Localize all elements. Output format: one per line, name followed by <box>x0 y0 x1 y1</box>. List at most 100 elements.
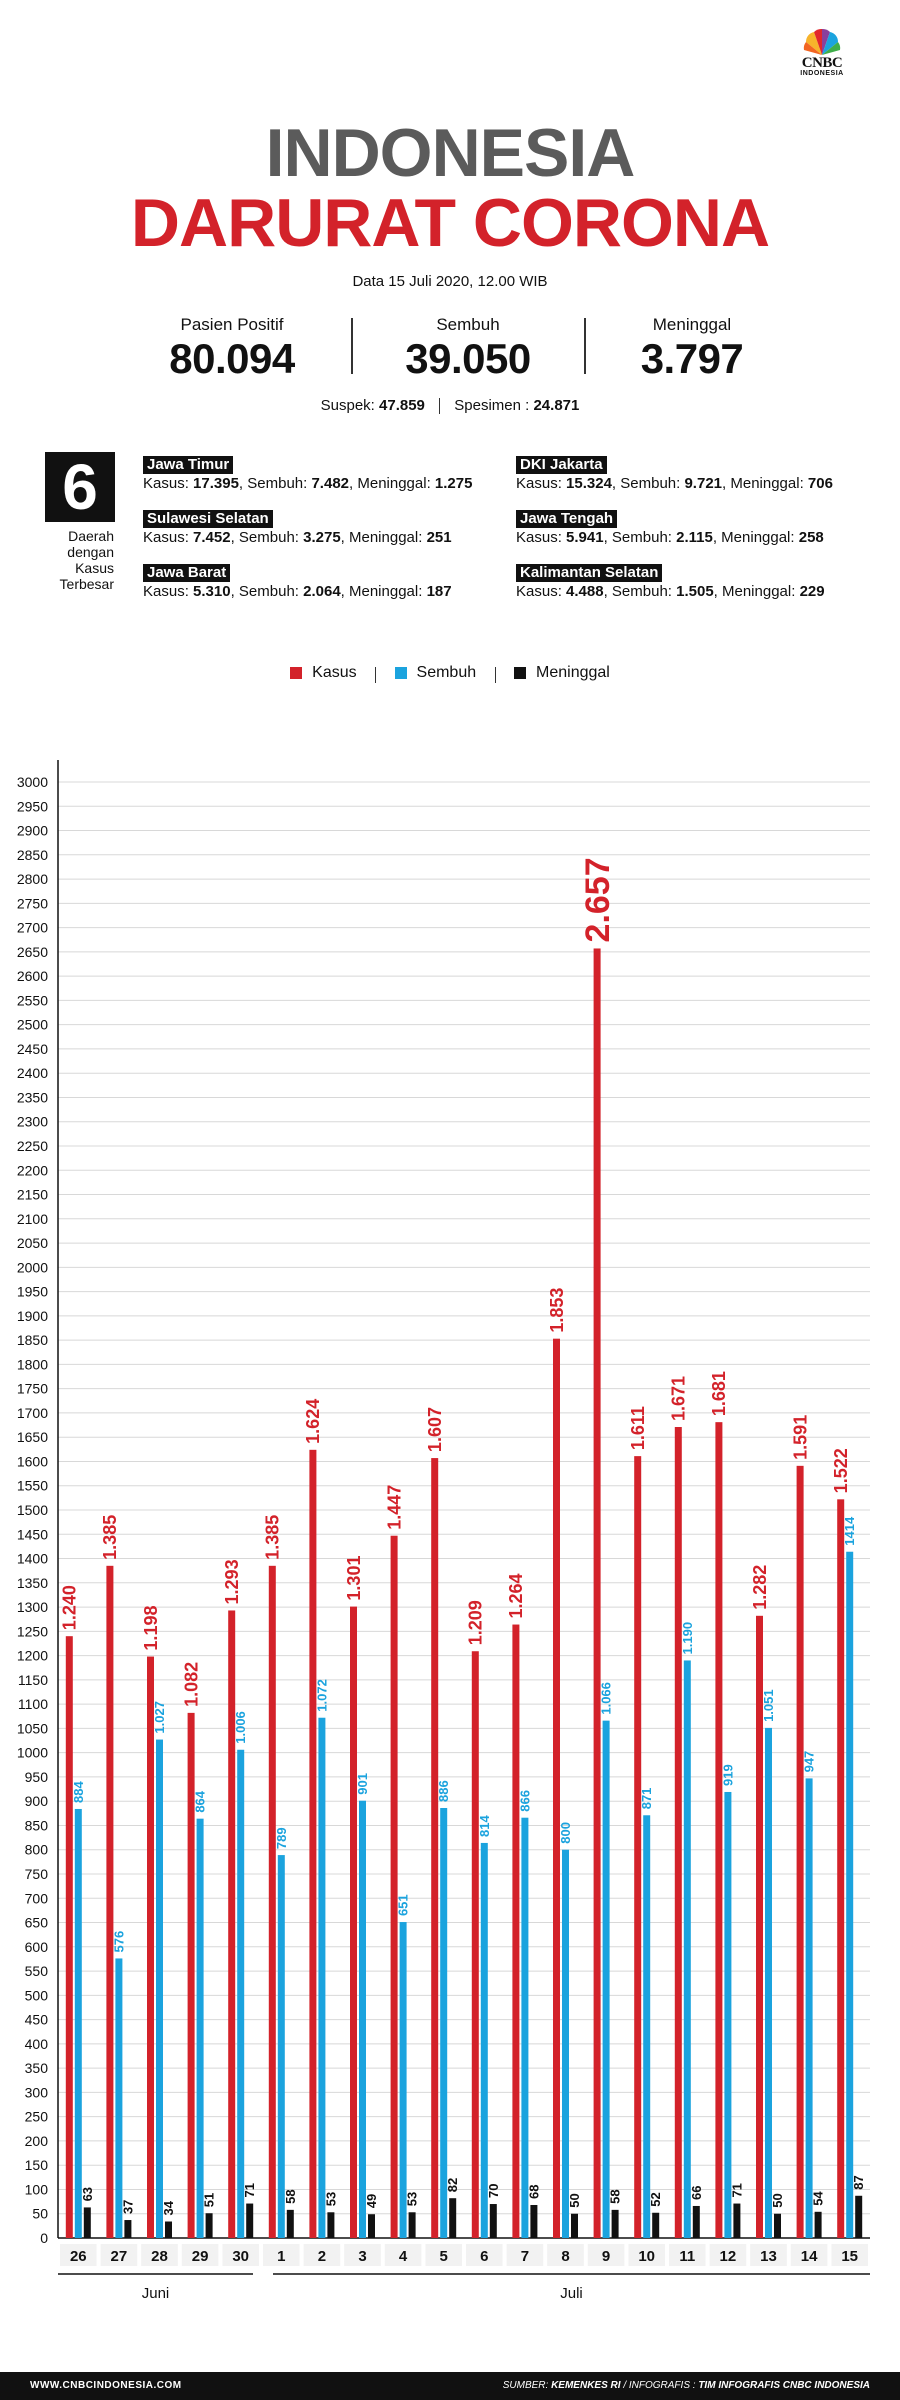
x-tick-box <box>831 2244 868 2266</box>
x-tick-label: 8 <box>561 2248 569 2265</box>
bar-kasus <box>106 1565 114 2238</box>
x-tick-box <box>547 2244 584 2266</box>
region-stats: Kasus: 15.324, Sembuh: 9.721, Meninggal:… <box>516 475 833 492</box>
y-tick-label: 1550 <box>17 1478 48 1494</box>
region-name: Jawa Tengah <box>516 510 618 528</box>
bar-meninggal <box>530 2204 538 2238</box>
stat-label: Sembuh <box>436 315 500 334</box>
bar-meninggal <box>124 2220 132 2238</box>
data-label-meninggal: 50 <box>770 2193 785 2207</box>
stat-value: 3.797 <box>640 335 744 382</box>
stat-positif: Pasien Positif 80.094 <box>112 315 352 383</box>
title-line-2: DARURAT CORONA <box>130 185 770 261</box>
bar-kasus <box>309 1449 317 2238</box>
x-tick-label: 7 <box>521 2248 529 2265</box>
bar-meninggal <box>774 2213 781 2238</box>
region-stats: Kasus: 4.488, Sembuh: 1.505, Meninggal: … <box>516 583 825 600</box>
y-tick-label: 150 <box>25 2157 49 2173</box>
y-tick-label: 1350 <box>17 1575 48 1591</box>
y-tick-label: 750 <box>25 1866 49 1882</box>
data-date: Data 15 Juli 2020, 12.00 WIB <box>352 273 548 290</box>
bar-sembuh <box>237 1749 245 2238</box>
x-tick-label: 12 <box>720 2248 737 2265</box>
stat-value: 80.094 <box>169 335 295 382</box>
chart-legend: Kasus Sembuh Meninggal <box>0 664 900 684</box>
x-tick-box <box>628 2244 665 2266</box>
data-label-sembuh: 886 <box>436 1780 451 1802</box>
bar-meninggal <box>246 2203 254 2238</box>
title-line-1: INDONESIA <box>265 115 636 191</box>
bar-kasus <box>268 1565 276 2238</box>
data-label-meninggal: 66 <box>689 2185 704 2199</box>
bar-kasus <box>65 1636 73 2238</box>
data-label-kasus: 1.240 <box>60 1585 80 1630</box>
x-tick-label: 13 <box>760 2248 777 2265</box>
bar-sembuh <box>602 1720 610 2238</box>
region-stats: Kasus: 7.452, Sembuh: 3.275, Meninggal: … <box>143 529 452 546</box>
data-label-kasus: 1.853 <box>547 1288 567 1333</box>
y-tick-label: 2650 <box>17 944 48 960</box>
region-stats: Kasus: 5.941, Sembuh: 2.115, Meninggal: … <box>516 529 824 546</box>
y-tick-label: 850 <box>25 1817 49 1833</box>
y-tick-label: 100 <box>25 2181 49 2197</box>
data-label-sembuh: 866 <box>517 1790 532 1812</box>
bar-sembuh <box>318 1717 326 2238</box>
x-tick-label: 26 <box>70 2248 87 2265</box>
data-label-sembuh: 884 <box>71 1781 86 1803</box>
source-label: SUMBER: <box>502 2380 549 2391</box>
legend-kasus: Kasus <box>290 664 357 682</box>
x-tick-box <box>669 2244 706 2266</box>
x-tick-label: 14 <box>801 2248 818 2265</box>
region-name: Jawa Barat <box>143 564 231 582</box>
cnbc-logo: CNBC INDONESIA <box>782 28 862 77</box>
footer: WWW.CNBCINDONESIA.COM SUMBER: KEMENKES R… <box>0 2372 900 2400</box>
y-tick-label: 550 <box>25 1963 49 1979</box>
data-label-kasus: 1.301 <box>344 1556 364 1601</box>
bar-kasus <box>634 1456 642 2238</box>
x-tick-box <box>222 2244 259 2266</box>
region-name: DKI Jakarta <box>516 456 607 474</box>
data-label-kasus: 2.657 <box>579 857 617 942</box>
y-tick-label: 2950 <box>17 798 48 814</box>
data-label-kasus: 1.282 <box>750 1565 770 1610</box>
x-tick-label: 4 <box>399 2248 408 2265</box>
y-tick-label: 2300 <box>17 1114 48 1130</box>
y-tick-label: 950 <box>25 1769 49 1785</box>
bar-kasus <box>390 1535 398 2238</box>
group-label: Juni <box>142 2285 170 2302</box>
bar-meninggal <box>692 2205 700 2238</box>
y-tick-label: 2750 <box>17 895 48 911</box>
y-tick-label: 1450 <box>17 1526 48 1542</box>
region-item: Jawa Tengah Kasus: 5.941, Sembuh: 2.115, … <box>516 509 824 547</box>
data-label-kasus: 1.385 <box>100 1515 120 1560</box>
y-tick-label: 1150 <box>18 1672 48 1688</box>
data-label-kasus: 1.385 <box>263 1515 283 1560</box>
y-tick-label: 2700 <box>17 920 48 936</box>
divider <box>351 318 353 374</box>
data-label-sembuh: 919 <box>720 1764 735 1786</box>
data-label-sembuh: 901 <box>355 1773 370 1795</box>
x-tick-label: 27 <box>111 2248 128 2265</box>
data-label-sembuh: 1.066 <box>599 1682 614 1715</box>
bar-sembuh <box>805 1778 813 2238</box>
x-tick-box <box>60 2244 97 2266</box>
bar-meninggal <box>814 2211 822 2238</box>
x-tick-label: 9 <box>602 2248 610 2265</box>
data-label-meninggal: 87 <box>851 2175 866 2189</box>
bar-kasus <box>471 1651 479 2238</box>
bar-sembuh <box>74 1808 82 2238</box>
x-tick-box <box>181 2244 219 2266</box>
legend-label: Kasus <box>312 664 357 681</box>
data-label-kasus: 1.209 <box>466 1600 486 1645</box>
data-label-meninggal: 49 <box>364 2194 379 2208</box>
bar-meninggal <box>327 2212 335 2238</box>
y-tick-label: 2850 <box>17 847 48 863</box>
bar-meninggal <box>489 2204 497 2238</box>
data-label-meninggal: 71 <box>729 2183 744 2197</box>
region-name: Jawa Timur <box>143 456 234 474</box>
y-tick-label: 1950 <box>17 1284 48 1300</box>
bar-kasus <box>147 1656 154 2238</box>
footer-source: SUMBER: KEMENKES RI / INFOGRAFIS : TIM I… <box>503 2380 870 2391</box>
bar-kasus <box>553 1338 560 2238</box>
bar-kasus <box>715 1422 723 2238</box>
